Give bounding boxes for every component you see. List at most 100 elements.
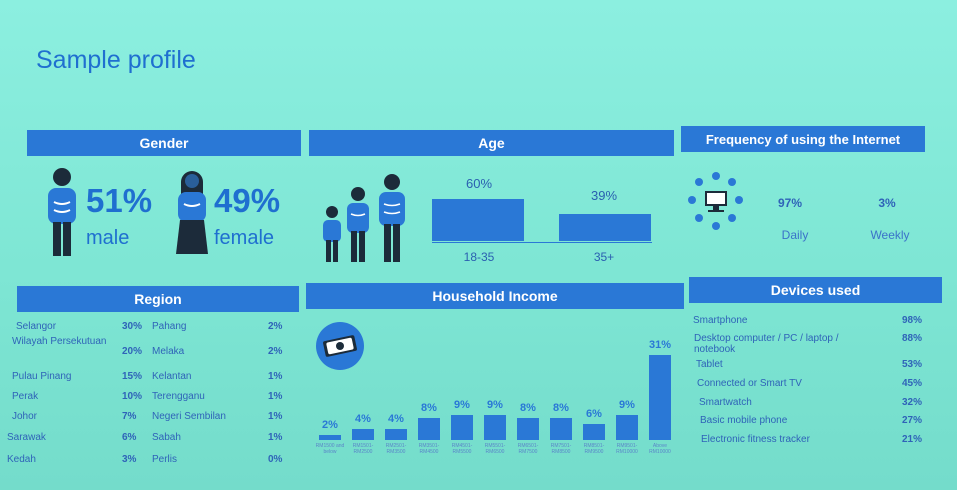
region-name: Melaka [152, 346, 185, 357]
region-name: Sarawak [7, 432, 46, 443]
income-header: Household Income [306, 283, 684, 309]
region-value: 1% [268, 411, 283, 422]
income-value-label: 2% [322, 419, 338, 431]
region-name: Selangor [16, 321, 57, 332]
income-bar [484, 415, 506, 440]
income-bar [583, 424, 605, 440]
frequency-daily-value: 97% [777, 196, 803, 210]
income-value-label: 6% [586, 408, 602, 420]
income-value-label: 4% [388, 413, 404, 425]
region-name: Kelantan [152, 371, 192, 382]
income-bar [649, 355, 671, 440]
device-name: Basic mobile phone [700, 415, 788, 426]
frequency-weekly-value: 3% [878, 196, 896, 210]
age-bar-18-35 [432, 199, 524, 241]
device-value: 45% [902, 378, 923, 389]
device-name: Smartwatch [699, 397, 752, 408]
male-percent: 51% [86, 182, 153, 219]
device-value: 53% [902, 359, 923, 370]
income-bar [385, 429, 407, 440]
income-category-label: RM3501-RM4500 [418, 443, 440, 455]
income-category-label: RM9501-RM10000 [616, 443, 638, 455]
device-value: 21% [902, 434, 923, 445]
female-label: female [214, 227, 275, 249]
family-icon [323, 174, 405, 262]
region-value: 30% [122, 321, 143, 332]
age-header: Age [309, 130, 674, 156]
device-name: Tablet [696, 359, 723, 370]
age-bar-35-plus [559, 214, 651, 241]
region-value: 6% [122, 432, 137, 443]
region-name: Perak [12, 391, 39, 402]
income-bar [616, 415, 638, 440]
income-bar [451, 415, 473, 440]
income-category-label: RM4501-RM5500 [451, 443, 473, 455]
gender-header: Gender [27, 130, 301, 156]
income-category-label: RM8501-RM9500 [583, 443, 605, 455]
region-name: Johor [12, 411, 38, 422]
page-title: Sample profile [36, 46, 196, 74]
money-icon [316, 322, 364, 370]
income-bar [418, 418, 440, 440]
frequency-header: Frequency of using the Internet [681, 126, 925, 152]
female-person-icon [176, 171, 208, 254]
age-value-35-plus: 39% [590, 188, 618, 203]
region-value: 0% [268, 454, 283, 465]
region-name: Pulau Pinang [12, 371, 72, 382]
device-value: 32% [902, 397, 923, 408]
age-label-18-35: 18-35 [463, 250, 495, 264]
region-value: 10% [122, 391, 143, 402]
income-bar [550, 418, 572, 440]
device-name: Electronic fitness tracker [701, 434, 810, 445]
income-category-label: RM6501-RM7500 [517, 443, 539, 455]
region-value: 15% [122, 371, 143, 382]
region-value: 2% [268, 346, 283, 357]
region-value: 7% [122, 411, 137, 422]
region-value: 1% [268, 371, 283, 382]
age-label-35-plus: 35+ [593, 250, 615, 264]
income-category-label: RM1500 and below [315, 443, 345, 455]
device-name: Connected or Smart TV [697, 378, 802, 389]
income-bar [319, 435, 341, 440]
income-value-label: 8% [421, 402, 437, 414]
income-category-label: RM5501-RM6500 [484, 443, 506, 455]
income-value-label: 31% [648, 339, 672, 351]
male-label: male [86, 227, 130, 249]
region-name: Terengganu [152, 391, 205, 402]
income-category-label: RM7501-RM8500 [550, 443, 572, 455]
device-value: 98% [902, 315, 923, 326]
device-name: Desktop computer / PC / laptop / noteboo… [694, 333, 839, 355]
age-value-18-35: 60% [465, 176, 493, 191]
male-person-icon [48, 168, 76, 256]
female-percent: 49% [214, 182, 281, 219]
income-value-label: 8% [553, 402, 569, 414]
devices-header: Devices used [689, 277, 942, 303]
region-name: Sabah [152, 432, 181, 443]
region-value: 1% [268, 391, 283, 402]
income-value-label: 9% [487, 399, 503, 411]
income-bar [352, 429, 374, 440]
income-value-label: 9% [454, 399, 470, 411]
region-value: 20% [122, 346, 143, 357]
income-category-label: RM2501-RM3500 [385, 443, 407, 455]
region-name: Pahang [152, 321, 187, 332]
income-category-label: RM1501-RM2500 [352, 443, 374, 455]
frequency-daily-label: Daily [781, 228, 809, 242]
region-value: 3% [122, 454, 137, 465]
device-value: 88% [902, 333, 923, 344]
region-value: 1% [268, 432, 283, 443]
income-bar [517, 418, 539, 440]
computer-network-icon [688, 172, 743, 230]
age-baseline [432, 242, 652, 243]
income-category-label: Above RM10000 [649, 443, 671, 455]
region-name: Kedah [7, 454, 36, 465]
region-header: Region [17, 286, 299, 312]
region-name: Perlis [152, 454, 178, 465]
income-value-label: 8% [520, 402, 536, 414]
region-value: 2% [268, 321, 283, 332]
region-name: Wilayah Persekutuan [12, 336, 107, 347]
income-value-label: 9% [619, 399, 635, 411]
frequency-weekly-label: Weekly [870, 228, 910, 242]
region-name: Negeri Sembilan [152, 411, 226, 422]
